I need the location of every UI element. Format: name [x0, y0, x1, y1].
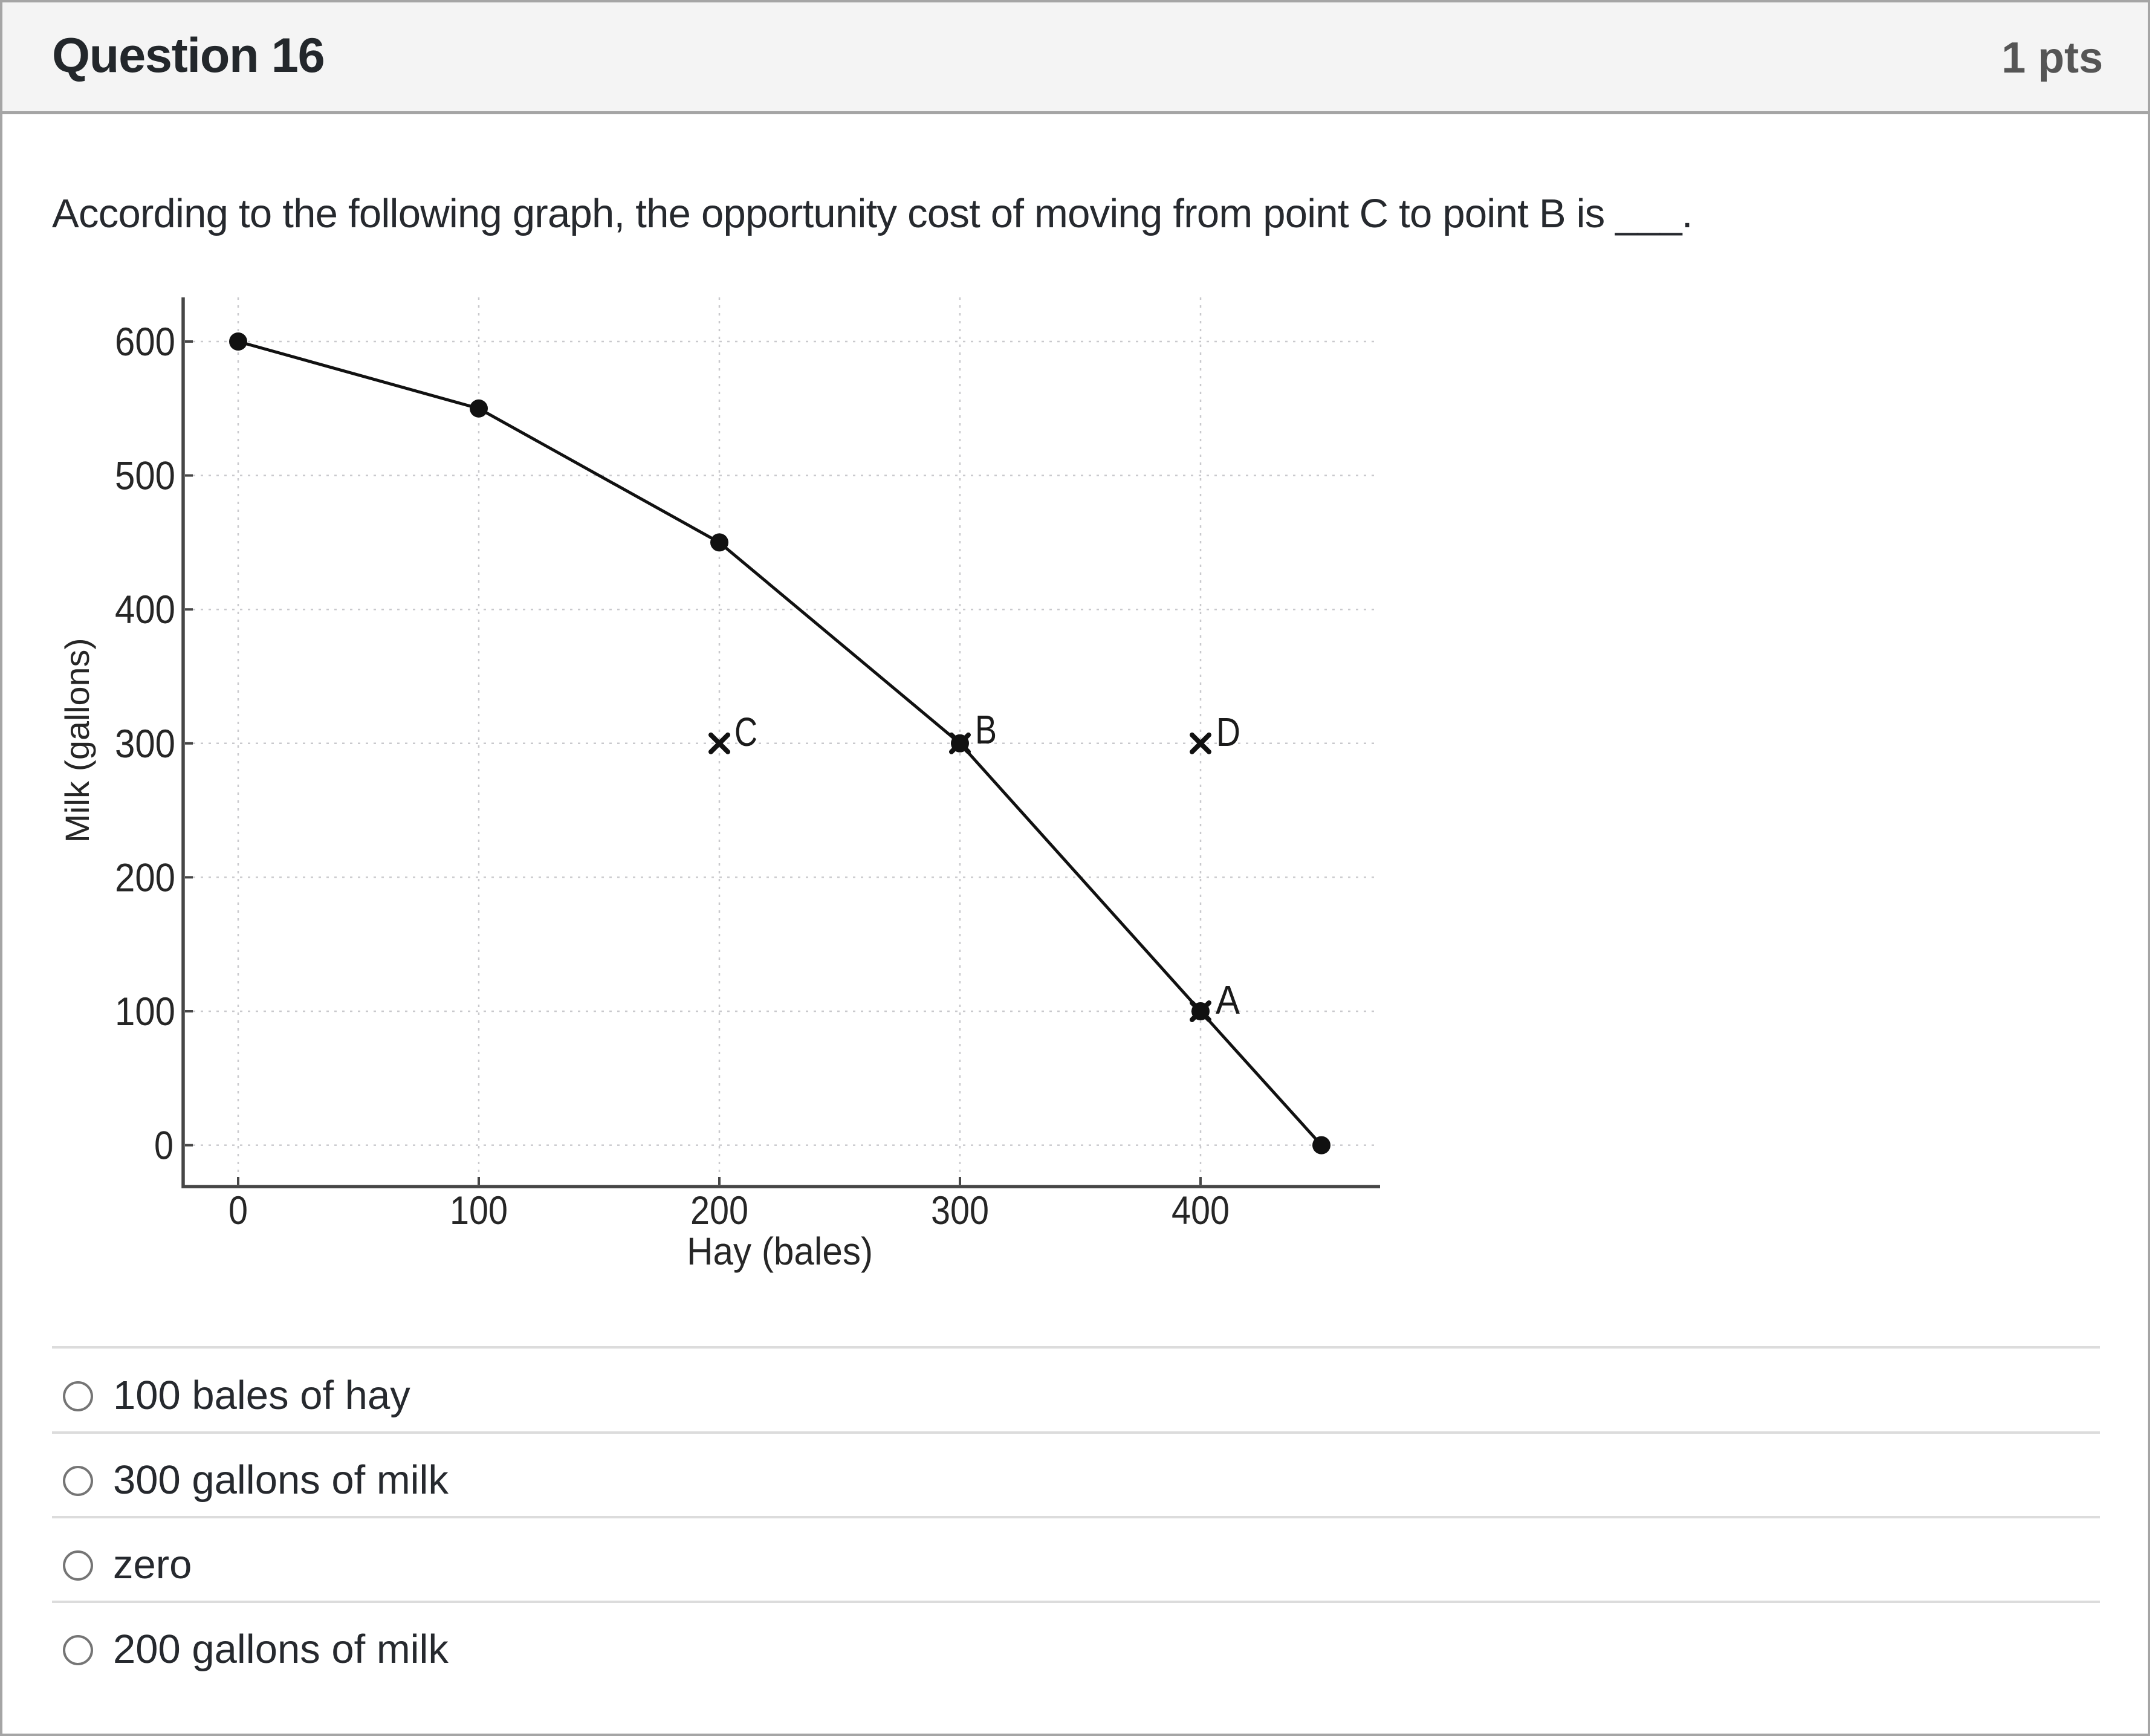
svg-text:Hay (bales): Hay (bales) [687, 1229, 873, 1273]
svg-text:300: 300 [931, 1188, 989, 1232]
svg-text:D: D [1216, 710, 1240, 755]
svg-text:600: 600 [115, 319, 175, 364]
svg-text:0: 0 [154, 1123, 173, 1168]
svg-text:500: 500 [115, 453, 175, 498]
svg-text:B: B [975, 707, 997, 753]
svg-text:100: 100 [450, 1188, 508, 1232]
svg-text:100: 100 [115, 989, 175, 1034]
svg-text:400: 400 [1172, 1188, 1230, 1232]
svg-text:A: A [1216, 977, 1240, 1023]
svg-text:200: 200 [115, 855, 175, 899]
svg-text:300: 300 [115, 721, 175, 766]
svg-text:0: 0 [228, 1188, 248, 1232]
svg-text:Milk (gallons): Milk (gallons) [58, 638, 96, 843]
svg-text:400: 400 [115, 587, 175, 632]
svg-text:200: 200 [690, 1188, 748, 1232]
svg-text:C: C [734, 710, 757, 755]
